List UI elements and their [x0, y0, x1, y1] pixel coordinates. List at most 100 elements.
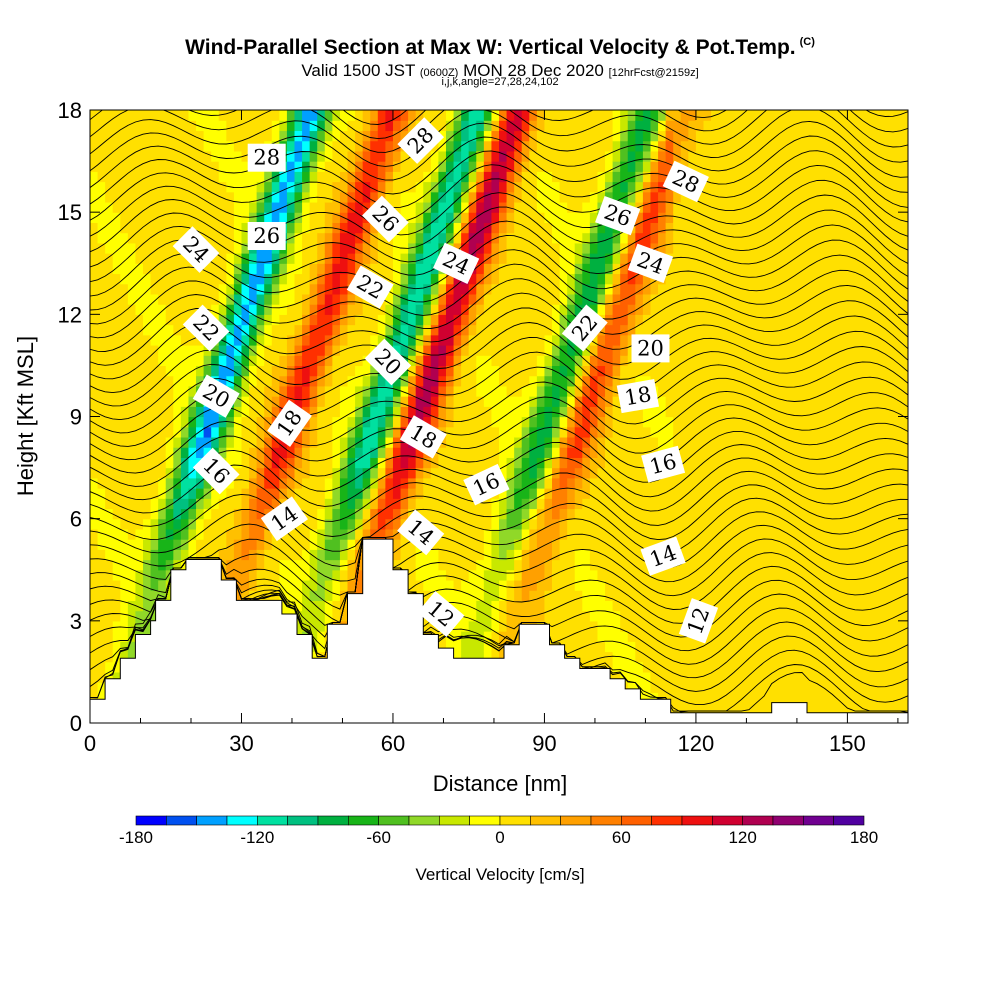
field-cell: [642, 498, 652, 510]
field-cell: [385, 467, 394, 479]
field-cell: [392, 161, 402, 172]
field-cell: [127, 447, 137, 458]
field-cell: [158, 314, 167, 326]
field-cell: [392, 293, 402, 305]
field-cell: [355, 293, 364, 305]
field-cell: [196, 416, 205, 428]
field-cell: [271, 304, 280, 315]
field-cell: [226, 457, 235, 469]
field-cell: [552, 416, 561, 428]
field-cell: [521, 171, 530, 183]
field-cell: [105, 375, 114, 387]
field-cell: [385, 334, 394, 346]
field-cell: [302, 304, 311, 315]
field-cell: [377, 130, 386, 142]
field-cell: [173, 447, 182, 458]
field-cell: [582, 477, 591, 489]
field-cell: [491, 171, 500, 183]
field-cell: [135, 283, 144, 295]
field-cell: [347, 365, 356, 377]
field-cell: [635, 191, 644, 203]
field-cell: [241, 130, 250, 142]
field-cell: [90, 396, 99, 407]
field-cell: [158, 191, 167, 203]
field-cell: [150, 488, 159, 499]
field-cell: [605, 498, 614, 510]
field-cell: [559, 590, 568, 601]
field-cell: [90, 140, 99, 152]
field-cell: [302, 375, 311, 387]
field-cell: [574, 610, 583, 622]
field-cell: [112, 171, 121, 183]
field-cell: [143, 477, 152, 489]
field-cell: [226, 569, 235, 581]
field-cell: [597, 610, 606, 622]
field-cell: [203, 406, 212, 418]
field-cell: [612, 406, 621, 418]
field-cell: [355, 171, 364, 183]
field-cell: [711, 518, 720, 530]
field-cell: [90, 620, 99, 632]
field-cell: [370, 498, 379, 510]
field-cell: [658, 222, 667, 234]
field-cell: [468, 631, 477, 642]
field-cell: [112, 344, 121, 356]
field-cell: [468, 171, 477, 183]
field-cell: [173, 140, 182, 152]
field-cell: [582, 212, 591, 223]
field-cell: [203, 426, 212, 438]
field-cell: [332, 559, 341, 571]
field-cell: [241, 232, 250, 244]
field-cell: [112, 610, 121, 622]
field-cell: [158, 304, 167, 315]
field-cell: [673, 283, 682, 295]
field-cell: [635, 222, 644, 234]
field-cell: [302, 212, 311, 223]
field-cell: [241, 436, 250, 448]
field-cell: [233, 385, 243, 397]
field-cell: [112, 314, 121, 326]
field-cell: [453, 600, 462, 612]
field-cell: [256, 334, 265, 346]
field-cell: [332, 273, 341, 285]
field-cell: [127, 253, 137, 264]
field-cell: [665, 518, 674, 530]
field-cell: [544, 283, 553, 295]
field-cell: [529, 201, 538, 213]
field-cell: [150, 334, 159, 346]
field-cell: [680, 191, 689, 203]
field-cell: [589, 488, 599, 499]
field-cell: [385, 191, 394, 203]
field-cell: [574, 467, 583, 479]
field-cell: [317, 263, 326, 275]
field-cell: [362, 477, 371, 489]
field-cell: [317, 579, 326, 591]
field-cell: [499, 447, 508, 458]
field-cell: [264, 539, 273, 550]
field-cell: [355, 181, 364, 193]
field-cell: [476, 283, 485, 295]
field-cell: [173, 416, 182, 428]
field-cell: [521, 447, 530, 458]
field-cell: [294, 191, 303, 203]
field-cell: [150, 150, 159, 162]
field-cell: [589, 283, 599, 295]
field-cell: [445, 641, 455, 653]
field-cell: [233, 334, 243, 346]
field-cell: [165, 344, 174, 356]
field-cell: [188, 191, 197, 203]
field-cell: [150, 110, 159, 121]
field-cell: [574, 304, 583, 315]
field-cell: [347, 569, 356, 581]
field-cell: [150, 528, 159, 540]
field-cell: [264, 498, 273, 510]
field-cell: [180, 559, 190, 571]
field-cell: [105, 477, 114, 489]
field-cell: [665, 242, 674, 254]
field-cell: [559, 569, 568, 581]
field-cell: [521, 385, 530, 397]
field-cell: [188, 508, 197, 520]
field-cell: [559, 375, 568, 387]
field-cell: [650, 406, 659, 418]
field-cell: [529, 600, 538, 612]
